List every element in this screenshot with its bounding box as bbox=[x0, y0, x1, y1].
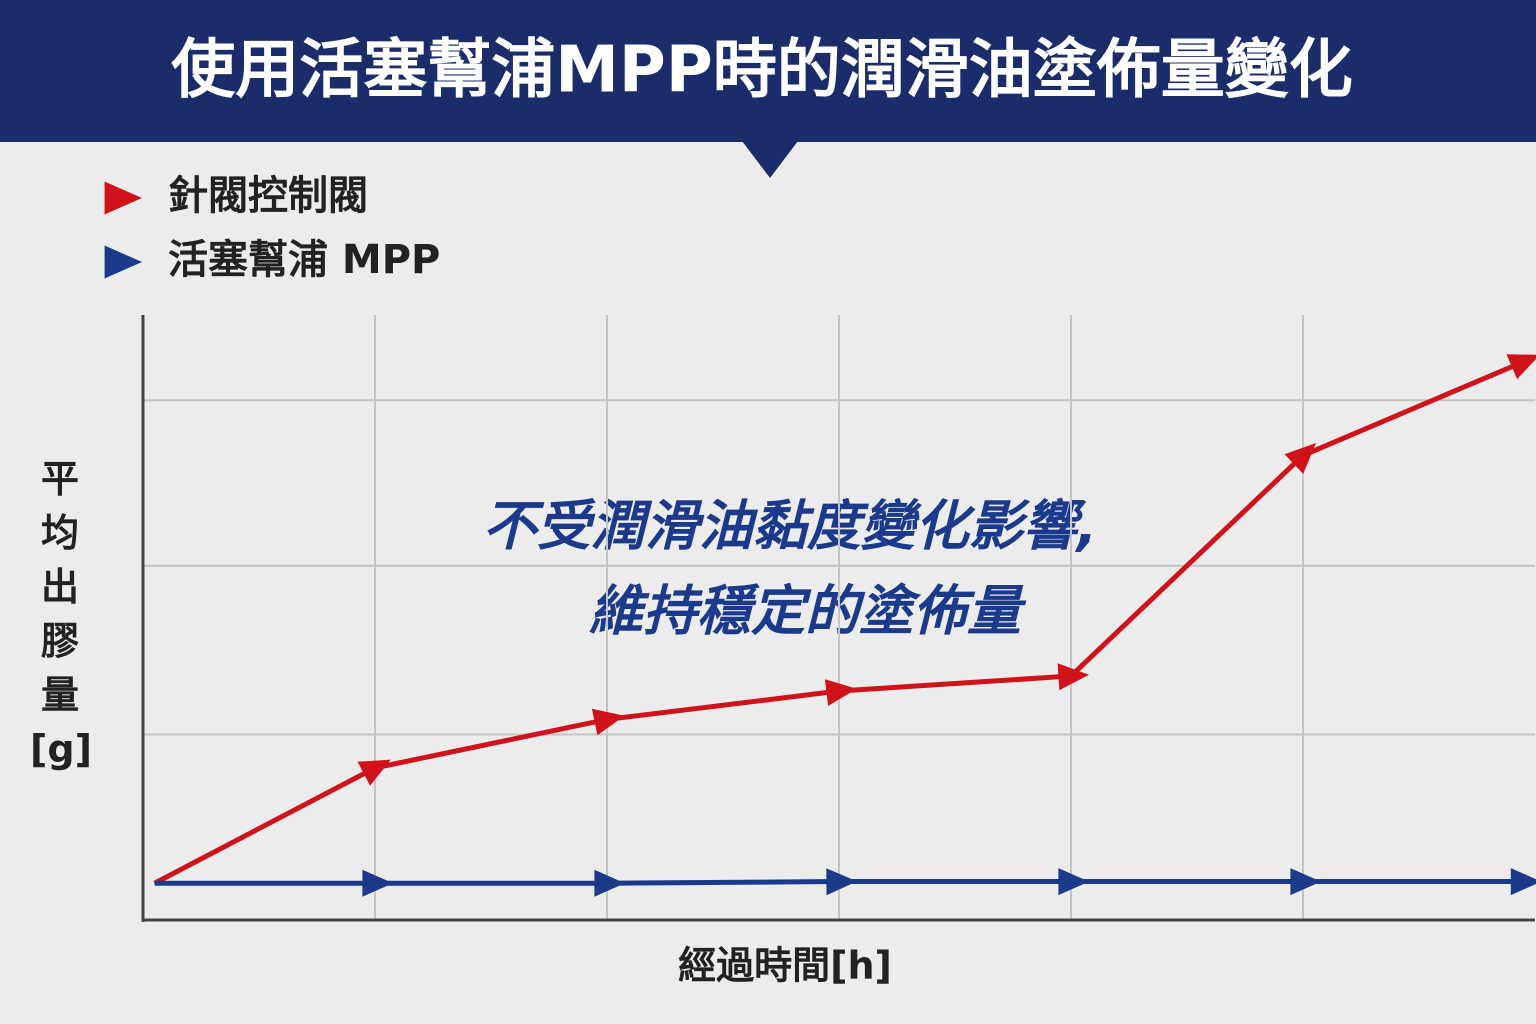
point-marker bbox=[1510, 868, 1536, 896]
point-marker bbox=[1290, 868, 1321, 896]
header-notch bbox=[742, 141, 798, 178]
legend-label: 活塞幫浦 MPP bbox=[168, 237, 440, 283]
y-axis-label: 平均出膠量[g] bbox=[30, 457, 92, 771]
legend-symbol bbox=[104, 181, 142, 215]
point-marker bbox=[591, 708, 625, 736]
point-marker bbox=[362, 869, 393, 897]
annotation: 維持穩定的塗佈量 bbox=[589, 580, 1027, 643]
x-axis-label: 經過時間[h] bbox=[678, 944, 892, 988]
point-marker bbox=[1284, 443, 1316, 474]
legend-symbol bbox=[104, 245, 142, 279]
chart-title: 使用活塞幫浦MPP時的潤滑油塗佈量變化 bbox=[171, 34, 1353, 108]
point-marker bbox=[1057, 663, 1089, 691]
point-marker bbox=[594, 869, 625, 897]
point-marker bbox=[357, 759, 391, 786]
legend-label: 針閥控制閥 bbox=[168, 173, 368, 219]
annotation: 不受潤滑油黏度變化影響, bbox=[483, 495, 1098, 558]
point-marker bbox=[824, 679, 857, 706]
header-band bbox=[0, 0, 1536, 142]
point-marker bbox=[1058, 868, 1089, 896]
point-marker bbox=[1506, 354, 1536, 380]
point-marker bbox=[826, 868, 857, 896]
